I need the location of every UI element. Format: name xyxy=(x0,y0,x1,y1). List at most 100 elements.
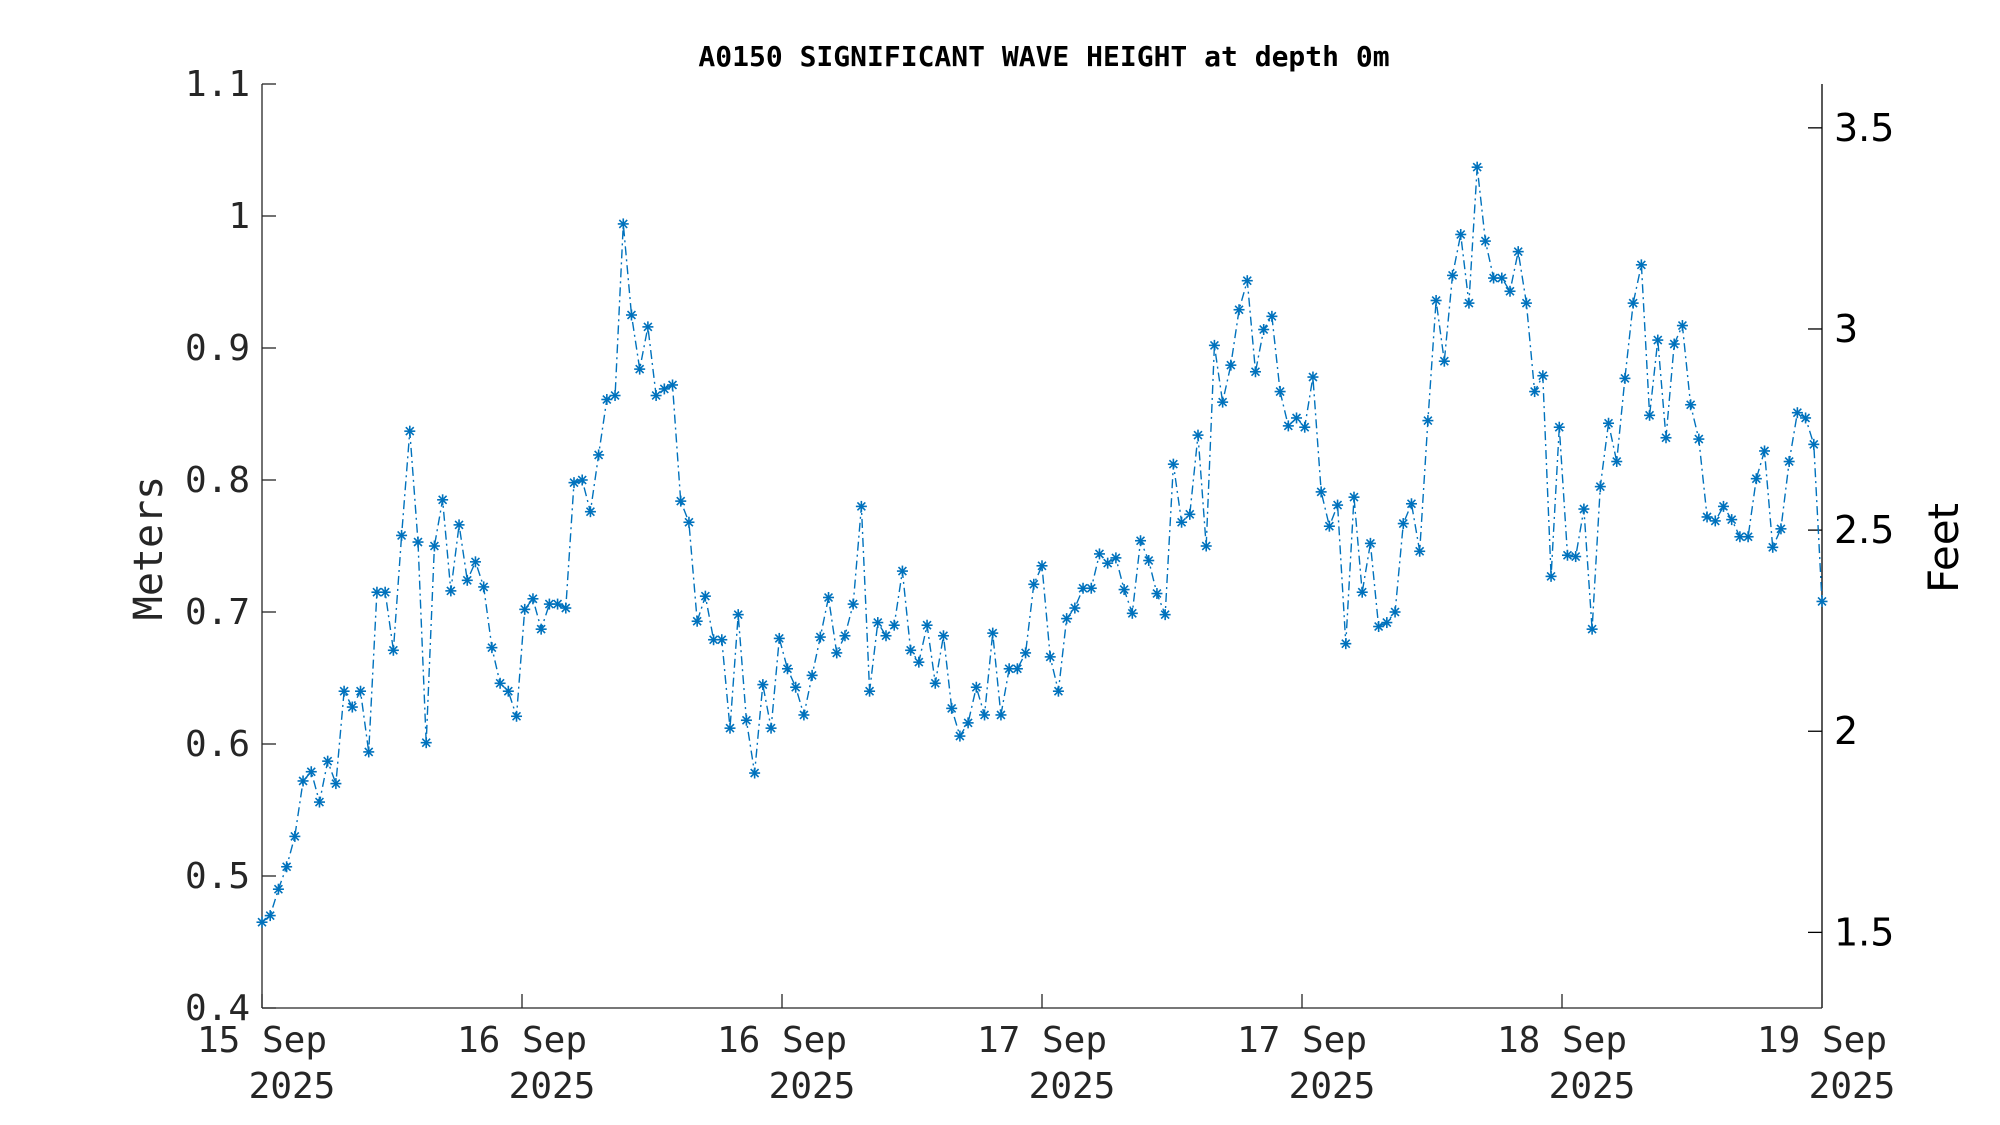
data-point-marker xyxy=(1520,297,1532,309)
data-point-marker xyxy=(658,383,670,395)
data-point-marker xyxy=(634,363,646,375)
data-point-marker xyxy=(1775,523,1787,535)
y-tick-label: 0.8 xyxy=(185,460,250,501)
data-point-marker xyxy=(330,778,342,790)
y-tick-label: 0.9 xyxy=(185,328,250,369)
data-point-marker xyxy=(486,642,498,654)
data-point-marker xyxy=(272,883,284,895)
data-point-marker xyxy=(543,598,555,610)
data-point-marker xyxy=(1529,386,1541,398)
y-tick-label: 0.5 xyxy=(185,856,250,897)
data-point-marker xyxy=(1291,412,1303,424)
data-point-marker xyxy=(289,830,301,842)
data-point-marker xyxy=(1044,651,1056,663)
data-point-marker xyxy=(1438,355,1450,367)
data-point-marker xyxy=(1102,557,1114,569)
data-point-marker xyxy=(1759,445,1771,457)
y-axis-label: Meters xyxy=(126,476,172,621)
data-point-marker xyxy=(1455,228,1467,240)
data-point-marker xyxy=(1447,269,1459,281)
data-point-marker xyxy=(979,709,991,721)
data-point-marker xyxy=(905,644,917,656)
chart-title: A0150 SIGNIFICANT WAVE HEIGHT at depth 0… xyxy=(698,40,1389,73)
data-point-marker xyxy=(798,709,810,721)
data-point-marker xyxy=(790,681,802,693)
data-point-marker xyxy=(1676,320,1688,332)
data-point-marker xyxy=(1619,372,1631,384)
data-point-marker xyxy=(363,746,375,758)
data-point-marker xyxy=(1126,607,1138,619)
data-point-marker xyxy=(355,685,367,697)
data-point-marker xyxy=(552,598,564,610)
data-point-marker xyxy=(396,529,408,541)
data-point-marker xyxy=(1340,638,1352,650)
axes-group: 0.4 0.5 0.6 0.7 0.8 0.9 1 1.1 1.5 2 2.5 3 3.5 15 Sep 2… xyxy=(185,64,1895,1107)
data-point-marker xyxy=(1274,386,1286,398)
data-point-marker xyxy=(1003,663,1015,675)
y2-tick-label: 1.5 xyxy=(1834,910,1894,954)
y-tick-label: 1.1 xyxy=(185,64,250,105)
data-point-marker xyxy=(1110,552,1122,564)
data-point-marker xyxy=(1011,663,1023,675)
data-point-marker xyxy=(1249,366,1261,378)
x-tick-label-date: 18 Sep xyxy=(1497,1020,1627,1061)
x-tick-label-year: 2025 xyxy=(1289,1066,1376,1107)
data-point-marker xyxy=(576,474,588,486)
data-point-marker xyxy=(379,586,391,598)
x-tick-label-date: 16 Sep xyxy=(457,1020,587,1061)
data-point-marker xyxy=(412,536,424,548)
data-point-marker xyxy=(1373,621,1385,633)
data-point-marker xyxy=(1093,548,1105,560)
data-point-marker xyxy=(1323,520,1335,532)
data-point-marker xyxy=(650,390,662,402)
data-point-marker xyxy=(1701,511,1713,523)
data-point-marker xyxy=(469,556,481,568)
data-point-marker xyxy=(1750,473,1762,485)
data-point-marker xyxy=(937,630,949,642)
data-point-marker xyxy=(1570,551,1582,563)
data-point-marker xyxy=(667,379,679,391)
data-point-marker xyxy=(880,630,892,642)
data-point-marker xyxy=(1488,272,1500,284)
y-tick-label: 0.7 xyxy=(185,592,250,633)
data-point-marker xyxy=(1800,412,1812,424)
x-tick-label-date: 15 Sep xyxy=(197,1020,327,1061)
data-point-marker xyxy=(1668,338,1680,350)
x-tick-label-year: 2025 xyxy=(509,1066,596,1107)
data-point-marker xyxy=(987,627,999,639)
data-point-marker xyxy=(593,449,605,461)
data-point-marker xyxy=(1504,285,1516,297)
data-point-marker xyxy=(1389,606,1401,618)
data-point-marker xyxy=(1332,499,1344,511)
data-point-marker xyxy=(708,634,720,646)
data-point-marker xyxy=(387,644,399,656)
data-point-marker xyxy=(970,681,982,693)
data-point-marker xyxy=(1717,500,1729,512)
y2-tick-label: 2.5 xyxy=(1834,508,1894,552)
data-point-marker xyxy=(1020,647,1032,659)
data-point-marker xyxy=(346,701,358,713)
data-point-marker xyxy=(1561,549,1573,561)
data-point-marker xyxy=(1537,370,1549,382)
data-point-marker xyxy=(864,685,876,697)
y2-axis-label: Feet xyxy=(1919,503,1968,593)
data-point-marker xyxy=(962,717,974,729)
data-point-marker xyxy=(740,714,752,726)
data-point-marker xyxy=(921,619,933,631)
data-point-marker xyxy=(1635,259,1647,271)
data-point-marker xyxy=(420,737,432,749)
data-point-marker xyxy=(1077,582,1089,594)
data-point-marker xyxy=(1709,515,1721,527)
data-point-marker xyxy=(1430,294,1442,306)
y-tick-label: 1 xyxy=(228,196,250,237)
data-point-marker xyxy=(1693,433,1705,445)
data-point-marker xyxy=(749,767,761,779)
data-point-marker xyxy=(1816,595,1828,607)
x-tick-label-date: 19 Sep xyxy=(1757,1020,1887,1061)
data-point-marker xyxy=(1422,415,1434,427)
data-point-marker xyxy=(338,685,350,697)
data-point-marker xyxy=(781,663,793,675)
data-point-marker xyxy=(896,565,908,577)
data-point-marker xyxy=(1159,609,1171,621)
